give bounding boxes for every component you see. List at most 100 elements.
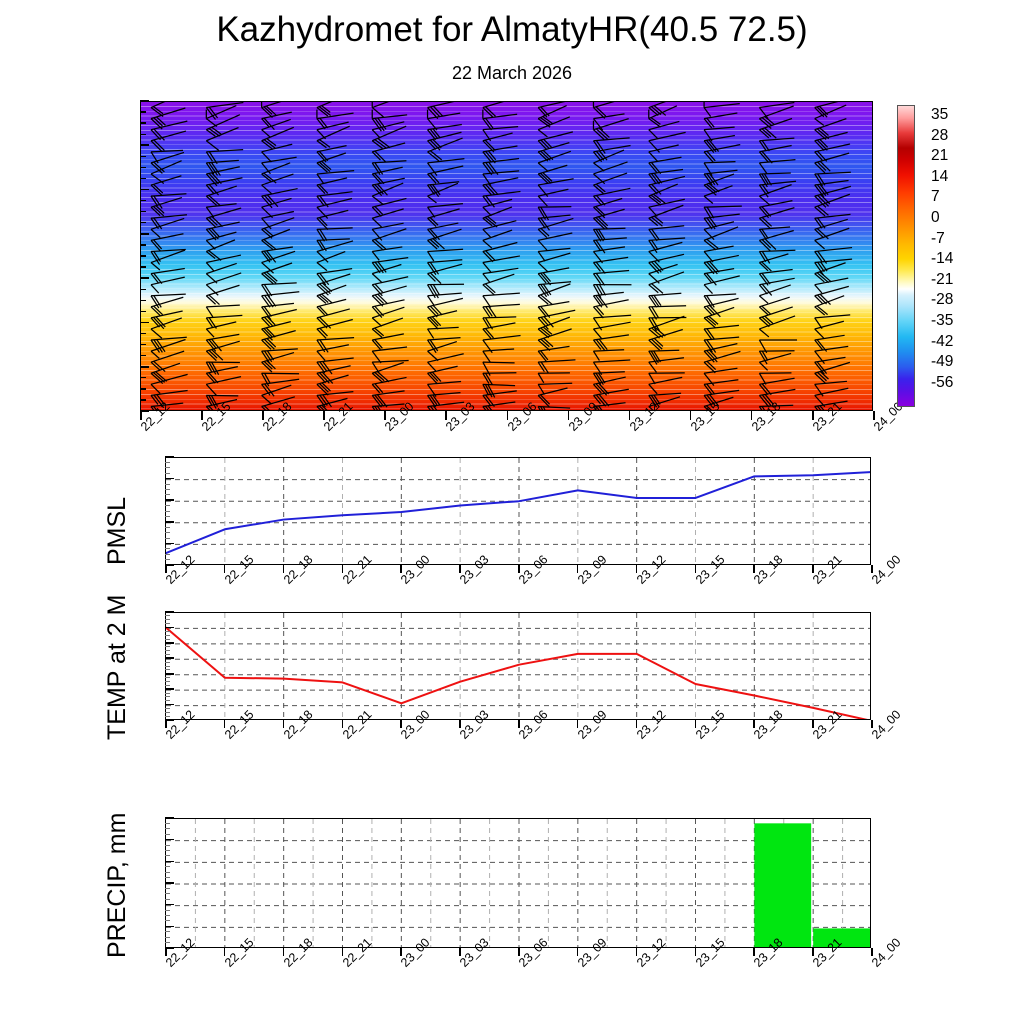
precip-axis-title: PRECIP, mm: [103, 812, 131, 958]
x-tick-mark: [262, 411, 264, 420]
colorbar-tick-label: -49: [931, 353, 954, 371]
x-tick-mark: [576, 720, 579, 728]
x-tick-mark: [165, 720, 167, 728]
y-minor-tick: [165, 715, 170, 717]
x-tick-mark: [400, 720, 402, 728]
temp-panel: [165, 612, 871, 720]
x-tick-mark: [811, 411, 814, 420]
y-minor-tick: [140, 354, 146, 357]
y-tick-mark: [140, 321, 149, 324]
y-minor-tick: [165, 661, 170, 663]
y-minor-tick: [165, 711, 170, 713]
y-minor-tick: [165, 630, 170, 632]
y-minor-tick: [165, 515, 170, 517]
x-tick-label: 24_00: [869, 552, 904, 587]
y-minor-tick: [140, 155, 146, 158]
y-tick-mark: [165, 642, 174, 644]
precip-plot: [166, 819, 870, 947]
y-minor-tick: [165, 866, 170, 868]
y-minor-tick: [165, 909, 170, 911]
y-minor-tick: [140, 199, 146, 202]
colorbar-tick-label: -14: [931, 250, 954, 268]
x-tick-mark: [576, 948, 579, 956]
y-tick-mark: [165, 688, 174, 690]
x-tick-label: 24_00: [869, 707, 904, 742]
y-minor-tick: [165, 650, 170, 652]
y-minor-tick: [165, 850, 170, 851]
y-minor-tick: [140, 177, 146, 180]
y-minor-tick: [165, 887, 170, 889]
x-tick-mark: [694, 565, 697, 573]
x-tick-mark: [873, 411, 875, 420]
y-tick-mark: [140, 144, 149, 147]
y-minor-tick: [140, 255, 146, 257]
y-minor-tick: [165, 619, 170, 621]
y-minor-tick: [165, 634, 170, 636]
y-minor-tick: [165, 559, 170, 561]
x-tick-mark: [400, 948, 402, 956]
y-minor-tick: [165, 898, 170, 900]
x-tick-mark: [635, 948, 638, 956]
y-minor-tick: [165, 692, 170, 694]
y-tick-mark: [165, 947, 174, 949]
y-minor-tick: [165, 505, 170, 507]
x-tick-mark: [506, 411, 509, 420]
y-minor-tick: [165, 623, 170, 625]
x-tick-mark: [165, 948, 167, 956]
x-tick-mark: [812, 948, 814, 956]
x-tick-mark: [689, 411, 692, 420]
y-minor-tick: [165, 548, 170, 550]
y-minor-tick: [165, 707, 170, 709]
y-tick-mark: [165, 542, 174, 545]
temp-plot: [166, 613, 870, 719]
x-tick-mark: [694, 948, 697, 956]
x-tick-mark: [400, 565, 402, 573]
colorbar-tick-label: 35: [931, 106, 949, 123]
pmsl-plot: [166, 458, 870, 564]
x-tick-label: 24_00: [869, 935, 904, 970]
y-minor-tick: [165, 653, 170, 655]
y-minor-tick: [165, 833, 170, 835]
colorbar-tick-label: 21: [931, 147, 949, 165]
x-tick-mark: [750, 411, 753, 420]
y-tick-mark: [165, 882, 174, 884]
y-minor-tick: [165, 822, 170, 824]
y-minor-tick: [140, 222, 146, 224]
y-minor-tick: [165, 942, 170, 944]
y-tick-mark: [140, 410, 149, 412]
y-minor-tick: [165, 855, 170, 857]
y-tick-mark: [140, 100, 149, 102]
y-minor-tick: [140, 111, 146, 113]
y-minor-tick: [165, 494, 170, 496]
x-tick-mark: [576, 565, 579, 573]
y-tick-mark: [165, 903, 174, 906]
x-tick-mark: [518, 720, 520, 728]
x-tick-mark: [635, 565, 638, 573]
x-tick-mark: [323, 411, 325, 420]
y-minor-tick: [140, 299, 146, 301]
y-minor-tick: [165, 537, 170, 539]
colorbar-tick-label: 14: [931, 167, 949, 185]
y-tick-mark: [165, 719, 174, 721]
y-minor-tick: [140, 244, 146, 246]
y-minor-tick: [140, 122, 146, 124]
x-tick-mark: [753, 720, 755, 728]
y-tick-mark: [140, 233, 149, 235]
y-minor-tick: [165, 615, 170, 617]
y-minor-tick: [165, 931, 170, 933]
y-minor-tick: [165, 646, 170, 648]
y-minor-tick: [165, 488, 170, 490]
x-tick-mark: [445, 411, 447, 420]
y-minor-tick: [165, 461, 170, 463]
y-tick-mark: [165, 657, 174, 660]
x-tick-mark: [282, 948, 285, 956]
y-minor-tick: [165, 844, 170, 846]
y-tick-mark: [140, 365, 149, 368]
x-tick-mark: [341, 565, 344, 573]
y-minor-tick: [165, 472, 170, 474]
y-minor-tick: [165, 665, 170, 667]
y-tick-mark: [165, 925, 174, 928]
y-minor-tick: [165, 669, 170, 671]
x-tick-mark: [223, 720, 226, 728]
page-subtitle: 22 March 2026: [451, 63, 573, 83]
